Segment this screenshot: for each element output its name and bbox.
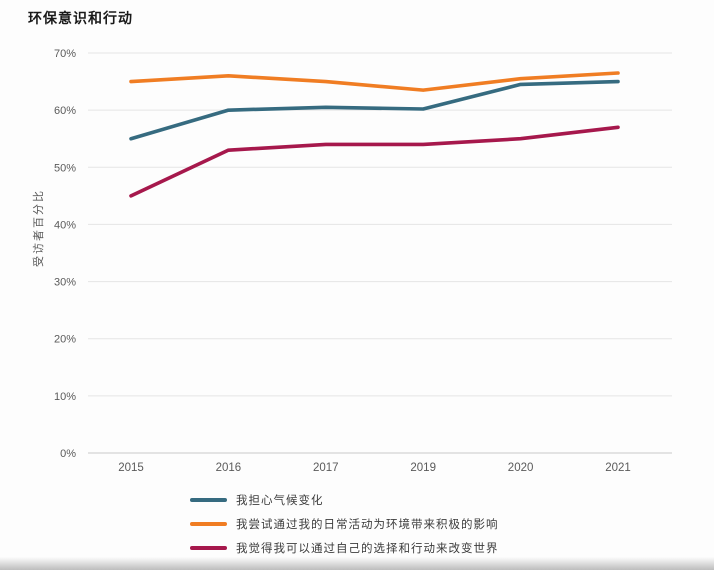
bottom-edge-shade — [0, 557, 714, 570]
legend-line-swatch — [190, 546, 227, 550]
y-tick-label: 60% — [54, 105, 76, 117]
series-line-0 — [129, 79, 620, 141]
x-tick-label: 2021 — [605, 462, 631, 474]
legend-item: 我尝试通过我的日常活动为环境带来积极的影响 — [190, 516, 499, 532]
legend-item-label: 我觉得我可以通过自己的选择和行动来改变世界 — [236, 543, 499, 555]
chart-title: 环保意识和行动 — [28, 10, 133, 26]
y-tick-label: 10% — [54, 391, 76, 403]
chart-svg: 0% 10% 20% 30% 40% 50% 60% 70% 2015 2016 2017 2019 2… — [54, 48, 672, 474]
x-tick-label: 2019 — [410, 462, 436, 474]
series-line-2 — [129, 125, 620, 198]
x-tick-label: 2015 — [118, 462, 144, 474]
x-tick-label: 2017 — [313, 462, 339, 474]
x-tick-label: 2016 — [216, 462, 242, 474]
legend-line-swatch — [190, 498, 227, 502]
y-tick-label: 50% — [54, 162, 76, 174]
x-tick-label: 2020 — [508, 462, 534, 474]
y-tick-label: 30% — [54, 277, 76, 289]
legend-item-label: 我尝试通过我的日常活动为环境带来积极的影响 — [236, 519, 499, 531]
y-tick-label: 0% — [60, 448, 76, 460]
series-line-1 — [129, 71, 620, 92]
y-tick-label: 20% — [54, 334, 76, 346]
y-tick-label: 40% — [54, 219, 76, 231]
y-tick-label: 70% — [54, 48, 76, 60]
legend-item: 我觉得我可以通过自己的选择和行动来改变世界 — [190, 540, 499, 556]
legend-item: 我担心气候变化 — [190, 492, 499, 508]
chart-legend: 我担心气候变化我尝试通过我的日常活动为环境带来积极的影响 我觉得我可以通过自己的选… — [190, 492, 499, 556]
legend-item-label: 我担心气候变化 — [236, 495, 324, 507]
legend-line-swatch — [190, 522, 227, 526]
